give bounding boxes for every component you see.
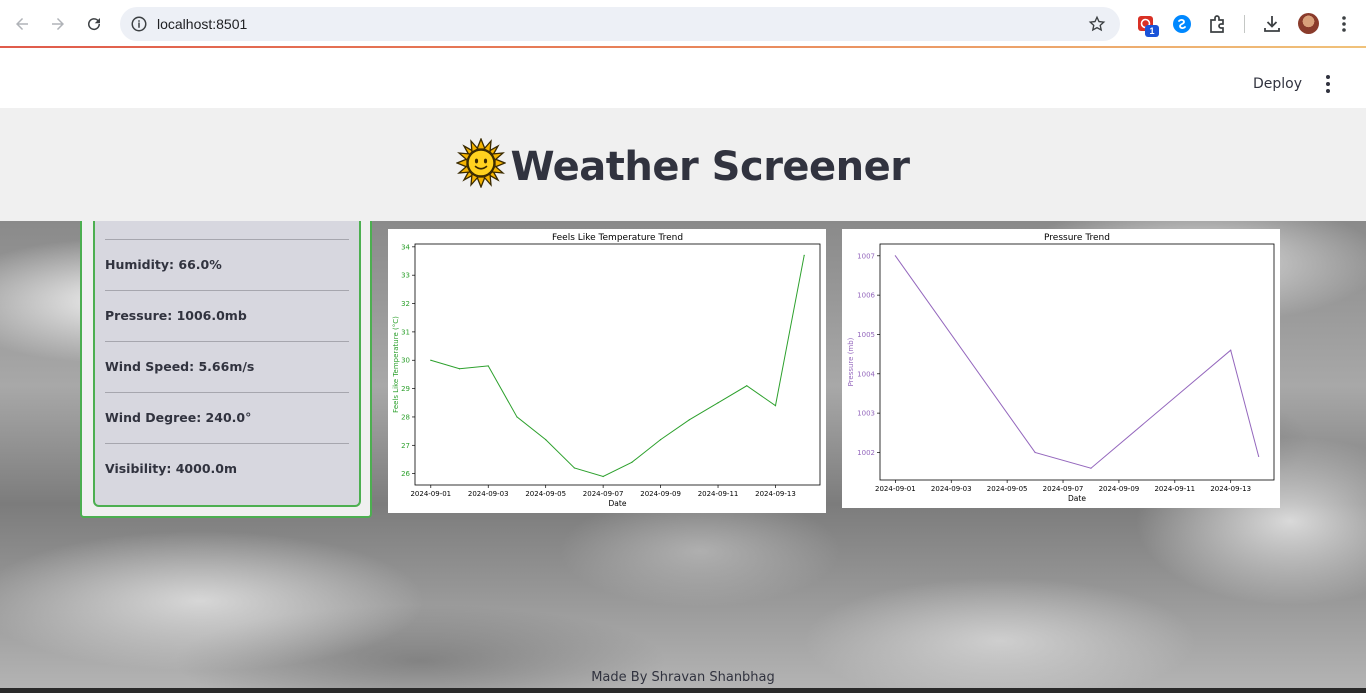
feels-like-chart: Feels Like Temperature Trend 26 27 28 29 30 31… (388, 229, 826, 513)
y-tick-label: 33 (401, 272, 410, 280)
wind-degree-stat: Wind Degree: 240.0° (105, 392, 349, 443)
y-tick-label: 27 (401, 442, 410, 450)
data-point (1230, 349, 1232, 351)
y-tick-label: 1007 (857, 252, 875, 260)
data-point (688, 419, 690, 421)
toolbar-divider (1244, 15, 1245, 33)
page-title: Weather Screener (0, 138, 1366, 190)
data-point (774, 405, 777, 407)
data-point (430, 359, 432, 361)
x-tick-label: 2024-09-07 (583, 490, 624, 498)
y-tick-label: 34 (401, 243, 410, 251)
feels-like-chart-svg: Feels Like Temperature Trend 26 27 28 29 30 31… (392, 233, 821, 508)
x-tick-label: 2024-09-03 (468, 490, 509, 498)
x-tick-label: 2024-09-13 (755, 490, 796, 498)
page-load-bar (0, 46, 1366, 48)
bottom-strip (0, 688, 1366, 693)
avatar[interactable] (1298, 13, 1319, 34)
reload-icon[interactable] (82, 12, 106, 36)
y-tick-label: 1002 (857, 449, 875, 457)
data-point (545, 439, 547, 441)
y-tick-label: 28 (401, 413, 410, 421)
title-band (0, 108, 1366, 221)
chart-title: Pressure Trend (1044, 233, 1110, 243)
app-header (0, 48, 1366, 108)
kebab-menu-icon[interactable] (1333, 13, 1355, 35)
y-tick-label: 1006 (857, 292, 875, 300)
y-tick-label: 29 (401, 385, 410, 393)
x-tick-label: 2024-09-11 (698, 490, 739, 498)
y-tick-label: 30 (401, 357, 410, 365)
data-point (458, 368, 461, 370)
data-point (487, 365, 489, 367)
data-point (659, 439, 662, 441)
plot-frame (414, 243, 821, 486)
data-point (573, 467, 576, 469)
chart-title: Feels Like Temperature Trend (552, 233, 683, 243)
y-axis-label: Feels Like Temperature (°C) (392, 316, 400, 413)
x-tick-label: 2024-09-13 (1210, 485, 1251, 493)
data-point (631, 461, 633, 463)
deploy-button[interactable]: Deploy (1253, 76, 1303, 92)
data-point (516, 416, 518, 418)
y-tick-label: 1005 (857, 331, 875, 339)
x-tick-label: 2024-09-05 (525, 490, 566, 498)
pressure-chart: Pressure Trend 1002 1003 1004 1005 1006 1007 20… (842, 229, 1280, 508)
x-tick-label: 2024-09-11 (1154, 485, 1195, 493)
x-tick-label: 2024-09-03 (931, 485, 972, 493)
sun-with-face-icon (456, 138, 507, 188)
address-bar[interactable]: localhost:8501 (120, 7, 1120, 41)
data-point (894, 255, 896, 257)
browser-toolbar: localhost:8501 1 (0, 0, 1366, 48)
y-tick-label: 1003 (857, 410, 875, 418)
weather-stats-panel: Humidity: 66.0% Pressure: 1006.0mb Wind … (93, 221, 361, 507)
visibility-stat: Visibility: 4000.0m (105, 443, 349, 494)
download-icon[interactable] (1261, 13, 1283, 35)
footer-credit: Made By Shravan Shanbhag (591, 670, 775, 685)
site-info-icon[interactable] (130, 15, 148, 33)
y-axis-label: Pressure (mb) (847, 337, 855, 386)
data-point (1090, 467, 1092, 469)
y-tick-label: 32 (401, 300, 410, 308)
current-weather-card: Humidity: 66.0% Pressure: 1006.0mb Wind … (80, 221, 372, 518)
data-point (1034, 451, 1036, 454)
x-tick-label: 2024-09-01 (410, 490, 451, 498)
y-tick-label: 31 (401, 328, 410, 336)
plot-frame (879, 243, 1275, 481)
data-point (746, 385, 748, 387)
forward-arrow-icon[interactable] (46, 12, 70, 36)
shazam-icon[interactable] (1171, 13, 1193, 35)
back-arrow-icon[interactable] (10, 12, 34, 36)
data-point (717, 402, 719, 404)
x-tick-label: 2024-09-01 (875, 485, 916, 493)
pressure-stat: Pressure: 1006.0mb (105, 290, 349, 341)
bookmark-star-icon[interactable] (1088, 15, 1106, 33)
data-point (602, 475, 604, 478)
x-axis-label: Date (609, 499, 627, 508)
title-text: Weather Screener (510, 144, 910, 190)
y-tick-label: 26 (401, 470, 410, 478)
pressure-chart-svg: Pressure Trend 1002 1003 1004 1005 1006 1007 20… (847, 233, 1275, 503)
x-tick-label: 2024-09-09 (1099, 485, 1140, 493)
wind-speed-stat: Wind Speed: 5.66m/s (105, 341, 349, 392)
x-tick-label: 2024-09-09 (640, 490, 681, 498)
extension-badge: 1 (1145, 25, 1159, 37)
data-point (1258, 455, 1260, 457)
series-line (894, 255, 1260, 469)
url-text[interactable]: localhost:8501 (157, 16, 248, 32)
puzzle-icon[interactable] (1207, 13, 1229, 35)
humidity-stat: Humidity: 66.0% (105, 239, 349, 290)
data-point (803, 254, 805, 256)
x-tick-label: 2024-09-05 (987, 485, 1028, 493)
series-line (430, 255, 805, 478)
x-tick-label: 2024-09-07 (1043, 485, 1084, 493)
y-tick-label: 1004 (857, 370, 875, 378)
x-axis-label: Date (1068, 494, 1086, 503)
main-menu-icon[interactable] (1318, 74, 1338, 94)
